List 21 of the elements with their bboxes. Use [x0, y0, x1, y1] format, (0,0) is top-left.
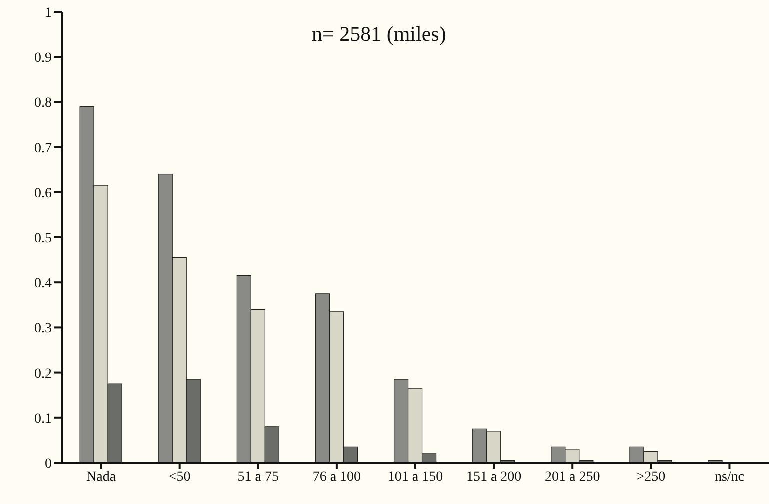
annotation: n= 2581 (miles) — [312, 22, 446, 47]
y-tick-label: 0.4 — [34, 276, 52, 292]
y-tick-label: 0 — [45, 456, 52, 472]
y-tick-label: 0.9 — [34, 51, 52, 66]
x-tick-label: <50 — [168, 470, 191, 485]
x-tick-label: 51 a 75 — [238, 470, 279, 485]
y-tick-label: 0.3 — [34, 322, 52, 337]
x-tick-label: >250 — [636, 470, 666, 485]
y-tick-label: 0.7 — [34, 141, 52, 156]
x-tick-label: 101 a 150 — [388, 470, 444, 485]
y-tick-label: 0.1 — [34, 412, 52, 427]
x-tick-label: 201 a 250 — [545, 470, 600, 485]
y-tick-label: 0.2 — [34, 366, 52, 382]
y-tick-label: 0.5 — [34, 231, 52, 246]
x-tick-label: 151 a 200 — [466, 470, 522, 485]
x-tick-label: 76 a 100 — [312, 470, 362, 485]
x-tick-label: Nada — [86, 470, 117, 485]
y-tick-label: 1 — [45, 6, 52, 21]
y-tick-label: 0.8 — [34, 96, 52, 112]
y-tick-label: 0.6 — [34, 186, 52, 202]
x-tick-label: ns/nc — [714, 470, 745, 485]
